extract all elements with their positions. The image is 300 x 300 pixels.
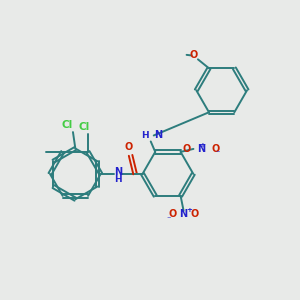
Text: N: N [197, 144, 205, 154]
Text: N: N [114, 167, 122, 177]
Text: H: H [114, 176, 122, 184]
Text: O: O [190, 50, 198, 61]
Text: N: N [154, 130, 162, 140]
Text: H: H [141, 131, 149, 140]
Text: Cl: Cl [79, 122, 90, 132]
Text: O: O [182, 144, 190, 154]
Text: N: N [179, 209, 188, 219]
Text: O: O [211, 144, 219, 154]
Text: O: O [191, 209, 199, 219]
Text: O: O [168, 209, 176, 219]
Text: O: O [124, 142, 132, 152]
Text: ⁻: ⁻ [167, 214, 171, 224]
Text: ⁻: ⁻ [216, 148, 220, 158]
Text: +: + [200, 142, 206, 148]
Text: +: + [186, 207, 192, 213]
Text: Cl: Cl [62, 120, 73, 130]
